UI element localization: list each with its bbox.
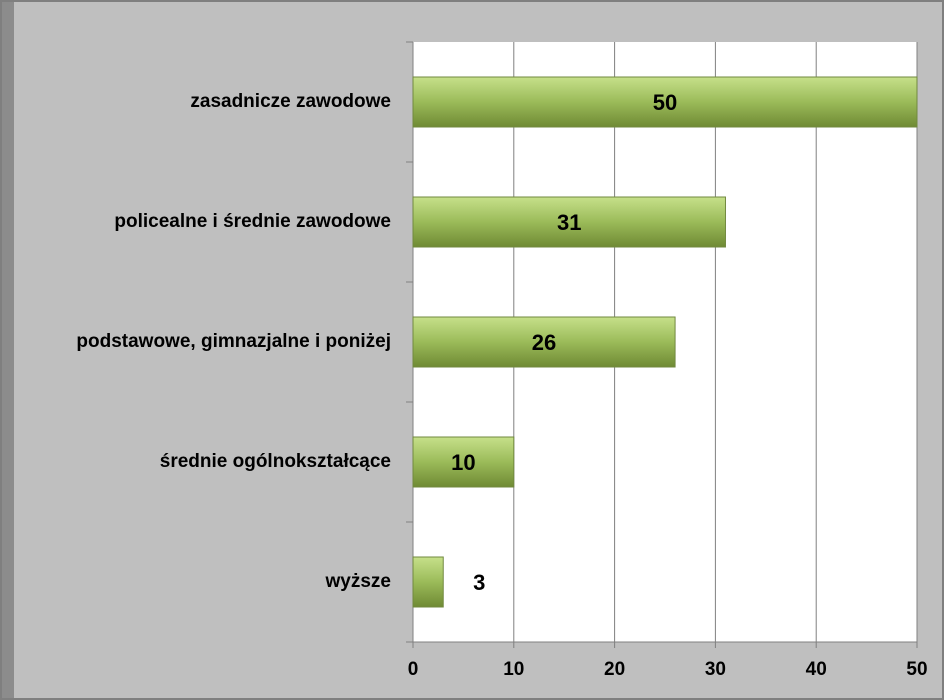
x-tick-label: 50 bbox=[906, 659, 927, 680]
bar bbox=[412, 316, 676, 368]
data-label: 50 bbox=[653, 90, 677, 115]
data-label: 3 bbox=[473, 570, 485, 595]
x-tick-label: 0 bbox=[408, 659, 419, 680]
x-tick-label: 10 bbox=[503, 659, 524, 680]
data-label: 26 bbox=[532, 330, 556, 355]
bar bbox=[412, 76, 918, 128]
frame-edge bbox=[0, 0, 14, 700]
y-tick-label: podstawowe, gimnazjalne i poniżej bbox=[76, 331, 391, 352]
bar bbox=[412, 436, 515, 488]
data-label: 31 bbox=[557, 210, 581, 235]
x-tick-label: 30 bbox=[705, 659, 726, 680]
x-tick-label: 20 bbox=[604, 659, 625, 680]
y-tick-label: wyższe bbox=[325, 571, 391, 592]
bar bbox=[412, 556, 444, 608]
data-label: 10 bbox=[451, 450, 475, 475]
y-tick-label: zasadnicze zawodowe bbox=[190, 91, 391, 112]
bar bbox=[412, 196, 726, 248]
y-tick-label: średnie ogólnokształcące bbox=[160, 451, 391, 472]
x-tick-label: 40 bbox=[806, 659, 827, 680]
y-tick-label: policealne i średnie zawodowe bbox=[114, 211, 391, 232]
